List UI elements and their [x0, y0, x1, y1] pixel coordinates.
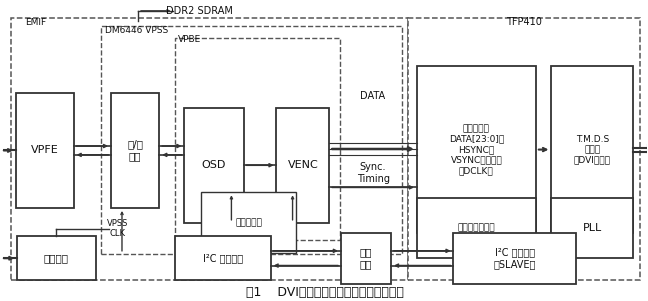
Text: 电平
转换: 电平 转换: [360, 247, 372, 269]
Text: 接收器检测模块: 接收器检测模块: [457, 224, 495, 233]
Text: 图1    DVI高清数字视频显示接口整体结构: 图1 DVI高清数字视频显示接口整体结构: [246, 286, 404, 299]
Text: Sync.: Sync.: [360, 162, 386, 172]
Text: DATA: DATA: [360, 91, 386, 101]
Bar: [417, 198, 536, 258]
Text: I²C 接口模块
（SLAVE）: I²C 接口模块 （SLAVE）: [494, 247, 536, 269]
Bar: [176, 38, 340, 240]
Text: TFP410: TFP410: [506, 17, 542, 27]
Bar: [10, 18, 408, 280]
Text: 时序发生器: 时序发生器: [235, 218, 262, 227]
Bar: [341, 233, 391, 284]
Text: VENC: VENC: [288, 160, 318, 170]
Text: DM6446 VPSS: DM6446 VPSS: [104, 26, 168, 36]
Text: VPFE: VPFE: [31, 145, 58, 155]
Bar: [417, 66, 536, 233]
Text: Timing: Timing: [356, 173, 389, 184]
Text: EMIF: EMIF: [25, 17, 47, 26]
Bar: [277, 108, 329, 223]
Text: I²C 主控模块: I²C 主控模块: [203, 253, 243, 263]
Bar: [16, 93, 74, 208]
Text: 通用输入：
DATA[23:0]、
HSYNC、
VSYNC、数据时
钟DCLK等: 通用输入： DATA[23:0]、 HSYNC、 VSYNC、数据时 钟DCLK…: [448, 124, 504, 175]
Text: 读/写
缓冲: 读/写 缓冲: [127, 140, 143, 161]
Bar: [111, 93, 159, 208]
Bar: [100, 26, 402, 254]
Bar: [185, 108, 244, 223]
Bar: [454, 233, 576, 284]
Text: PLL: PLL: [583, 223, 602, 233]
Bar: [201, 192, 296, 253]
Bar: [408, 18, 640, 280]
Text: 时钟管理: 时钟管理: [44, 253, 69, 263]
Text: OSD: OSD: [202, 160, 226, 170]
Bar: [17, 236, 96, 280]
Text: VPBE: VPBE: [178, 35, 202, 44]
Bar: [176, 236, 271, 280]
Text: T.M.D.S
发送器
（DVI接口）: T.M.D.S 发送器 （DVI接口）: [573, 135, 610, 164]
Text: VPSS
CLK: VPSS CLK: [107, 219, 128, 238]
Bar: [551, 198, 633, 258]
Bar: [551, 66, 633, 233]
Text: DDR2 SDRAM: DDR2 SDRAM: [166, 6, 233, 16]
